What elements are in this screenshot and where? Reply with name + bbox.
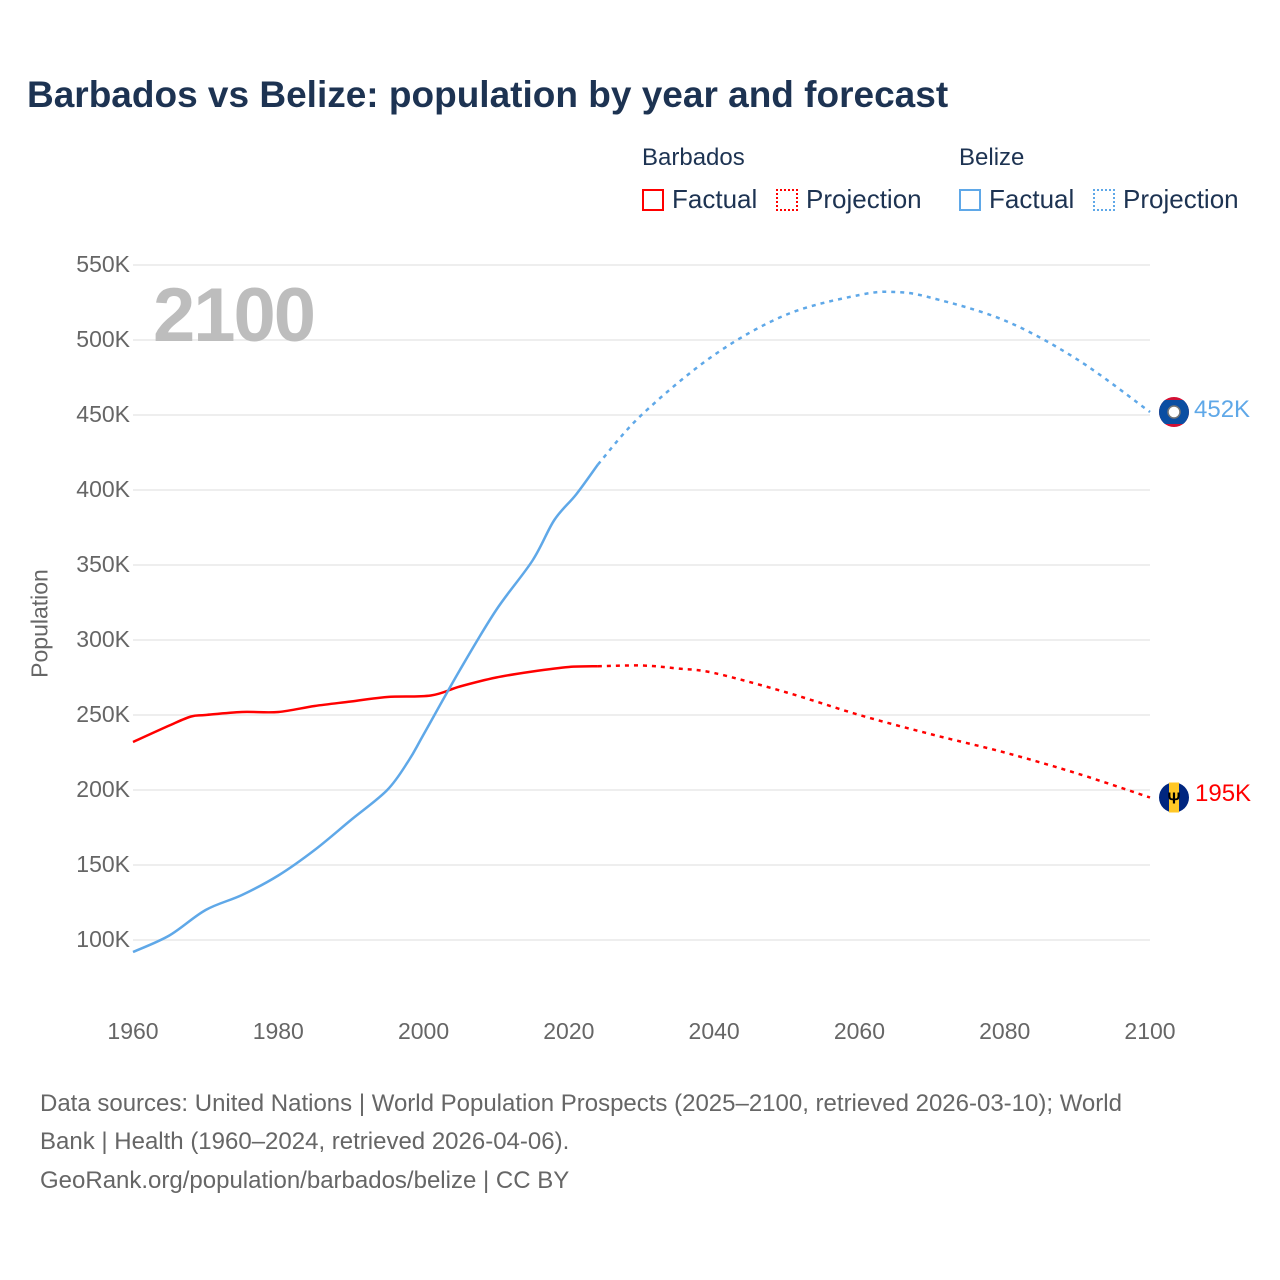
series-line-barbados-factual xyxy=(132,665,598,744)
legend-swatch xyxy=(1093,188,1115,211)
barbados-trident-icon: Ψ xyxy=(1168,791,1181,808)
series-line-belize-projection xyxy=(596,290,1151,466)
legend-label: Factual xyxy=(672,184,758,214)
y-tick-label: 450K xyxy=(76,401,130,427)
x-tick-label: 1960 xyxy=(107,1018,159,1044)
y-axis-label: Population xyxy=(26,569,53,678)
x-tick-label: 2020 xyxy=(543,1018,595,1044)
legend-label: Projection xyxy=(806,184,922,214)
x-tick-label: 2060 xyxy=(833,1018,885,1044)
legend-swatch xyxy=(959,188,981,211)
footer-sources-cont: Bank | Health (1960–2024, retrieved 2026… xyxy=(40,1128,570,1155)
legend-group-barbados: Barbados xyxy=(642,144,745,171)
legend-group-belize: Belize xyxy=(959,144,1025,171)
x-tick-label: 2080 xyxy=(979,1018,1031,1044)
y-tick-label: 250K xyxy=(76,701,130,727)
y-tick-label: 300K xyxy=(76,626,130,652)
belize-end-label: 452K xyxy=(1194,396,1251,423)
x-tick-label: 2040 xyxy=(688,1018,740,1044)
y-tick-label: 150K xyxy=(76,851,130,877)
barbados-flag-gold xyxy=(1169,782,1179,813)
legend-belize-projection[interactable]: Projection xyxy=(1093,184,1239,215)
footer-sources: Data sources: United Nations | World Pop… xyxy=(40,1090,1122,1117)
legend-swatch xyxy=(776,188,798,211)
x-tick-label: 2100 xyxy=(1124,1018,1176,1044)
y-tick-label: 350K xyxy=(76,551,130,577)
legend-label: Factual xyxy=(989,184,1075,214)
barbados-end-label: 195K xyxy=(1195,780,1252,807)
x-tick-label: 1980 xyxy=(252,1018,304,1044)
legend-barbados-projection[interactable]: Projection xyxy=(776,184,922,215)
x-tick-label: 2000 xyxy=(397,1018,450,1044)
year-label: 2100 xyxy=(153,273,316,358)
legend-label: Projection xyxy=(1123,184,1239,214)
belize-flag-emblem xyxy=(1167,405,1181,419)
y-tick-label: 550K xyxy=(76,251,130,277)
legend-belize-factual[interactable]: Factual xyxy=(959,184,1074,215)
y-tick-label: 400K xyxy=(76,476,130,502)
series-line-barbados-projection xyxy=(597,664,1151,799)
legend-swatch xyxy=(642,188,664,211)
y-tick-label: 500K xyxy=(76,326,130,352)
series-line-belize-factual xyxy=(132,463,599,954)
chart-title: Barbados vs Belize: population by year a… xyxy=(27,74,949,115)
legend-barbados-factual[interactable]: Factual xyxy=(642,184,757,215)
footer-link[interactable]: GeoRank.org/population/barbados/belize |… xyxy=(40,1167,570,1194)
y-tick-label: 200K xyxy=(76,776,130,802)
y-tick-label: 100K xyxy=(76,926,130,952)
